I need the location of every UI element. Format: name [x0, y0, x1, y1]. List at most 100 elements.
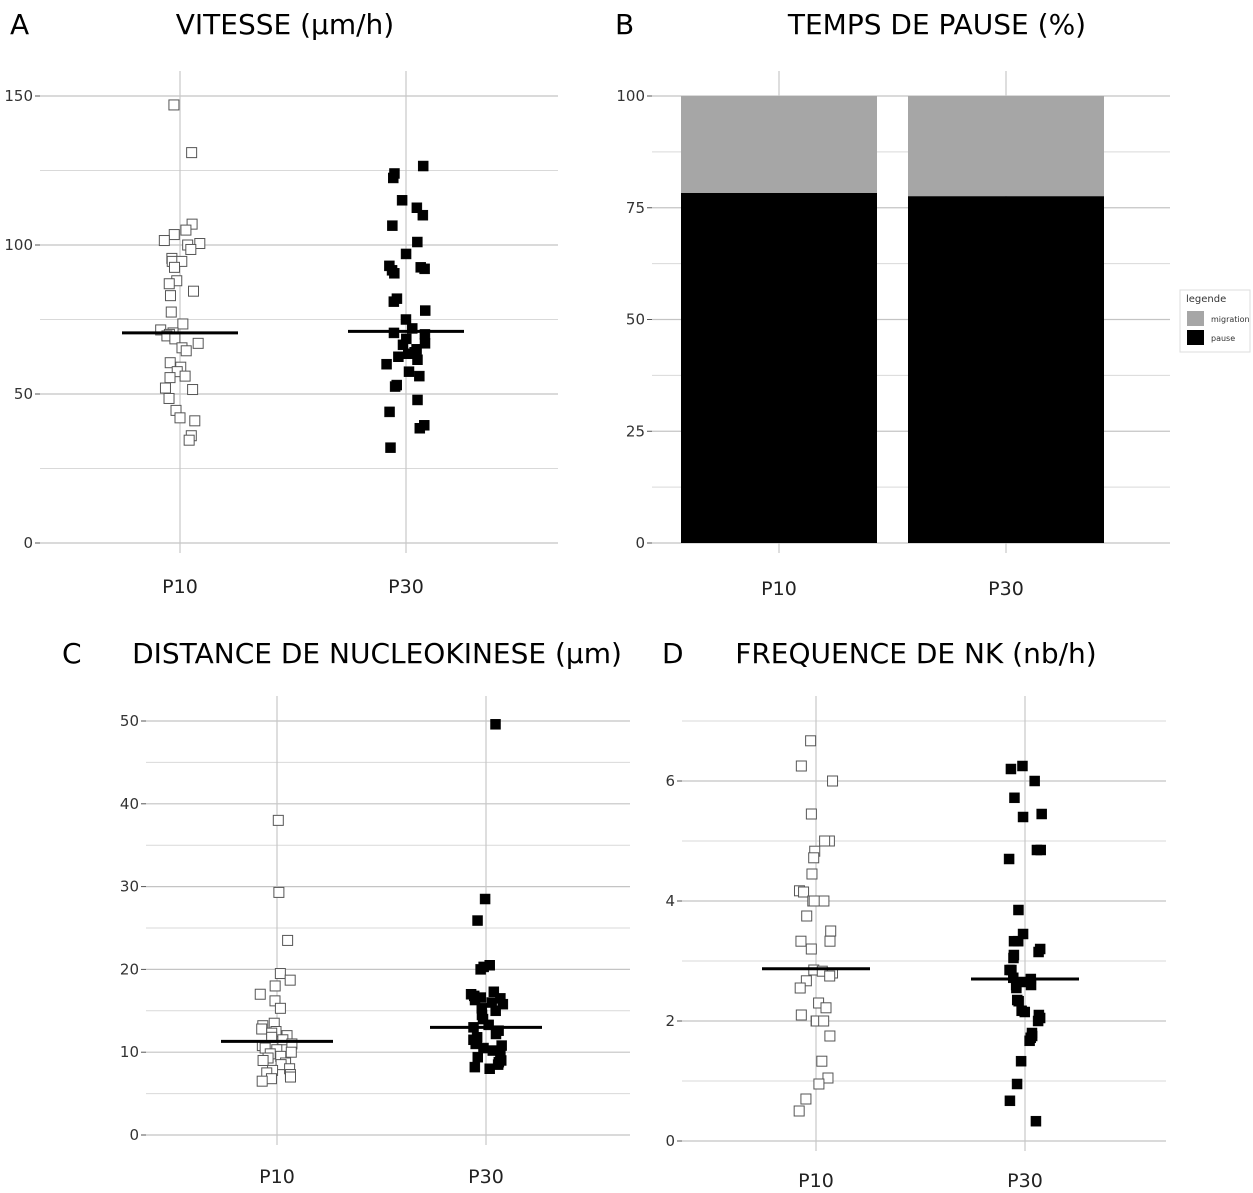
data-point-p10	[795, 1009, 807, 1021]
data-point-p30	[387, 220, 398, 231]
data-point-p10	[277, 1034, 289, 1046]
data-point-p10	[816, 1055, 828, 1067]
data-point-p10	[256, 1023, 268, 1035]
data-point-p10	[813, 1078, 825, 1090]
legend-label-migration: migration	[1211, 315, 1250, 324]
panel-letter-c: C	[62, 637, 82, 670]
data-point-p10	[180, 345, 192, 357]
y-tick-label: 100	[616, 87, 645, 105]
data-point-p10	[825, 925, 837, 937]
gridlines	[40, 71, 558, 553]
data-point-p30	[490, 719, 501, 730]
data-point-p30	[488, 986, 500, 998]
data-point-p10	[805, 735, 817, 747]
data-point-p10	[179, 370, 191, 382]
legend-swatch-migration	[1187, 311, 1204, 326]
y-tick-label: 100	[4, 236, 33, 254]
data-point-p30	[484, 1063, 495, 1075]
stacked-bars	[681, 96, 1104, 544]
data-point-p30	[490, 1005, 501, 1017]
data-point-p30	[412, 354, 423, 365]
data-point-p30	[1011, 1078, 1023, 1090]
data-point-p30	[419, 263, 430, 275]
data-point-p10	[168, 229, 180, 241]
x-tick-label: P30	[388, 576, 424, 598]
y-tick-label: 0	[635, 534, 645, 552]
data-point-p30	[400, 314, 412, 325]
legend-swatch-pause	[1187, 330, 1204, 345]
data-point-p10	[192, 337, 204, 349]
panel-letter-b: B	[615, 8, 634, 41]
y-tick-label: 20	[120, 960, 139, 978]
y-tick-label: 30	[120, 878, 139, 896]
y-tick-label: 50	[626, 311, 645, 329]
gridlines	[146, 696, 630, 1145]
panel-a-speed: A VITESSE (µm/h) 0 50 100 150 P10 P30	[4, 8, 558, 598]
data-point-p30	[414, 370, 425, 382]
data-point-p30	[1003, 853, 1015, 865]
data-point-p10	[808, 895, 820, 907]
panel-d-title: FREQUENCE DE NK (nb/h)	[735, 637, 1096, 670]
y-tick-label: 10	[120, 1043, 139, 1061]
y-tick-label: 50	[120, 712, 139, 730]
y-tick-label: 6	[665, 772, 675, 790]
data-point-p10	[269, 980, 281, 992]
data-point-p10	[285, 1046, 297, 1058]
x-axis: P10 P30	[761, 578, 1024, 600]
panel-c-title: DISTANCE DE NUCLEOKINESE (µm)	[132, 637, 622, 670]
x-tick-label: P30	[468, 1166, 504, 1188]
legend: legende migration pause	[1179, 289, 1251, 353]
legend-title: legende	[1186, 294, 1226, 305]
data-point-p30	[1015, 1055, 1027, 1067]
data-point-p30	[479, 893, 491, 905]
data-point-p30	[472, 1051, 484, 1063]
data-point-p10	[824, 1030, 836, 1042]
bar-segment-migration	[908, 96, 1104, 197]
data-point-p30	[384, 406, 395, 418]
data-point-p30	[469, 994, 481, 1006]
data-point-p10	[806, 868, 818, 880]
data-point-p10	[256, 1075, 268, 1087]
panel-b-pause-time: B TEMPS DE PAUSE (%) 0 25 50 75 100 P10 P30	[615, 8, 1170, 600]
data-point-p30	[412, 236, 423, 248]
data-point-p10	[800, 975, 812, 987]
data-point-p10	[798, 886, 810, 898]
data-point-p10	[273, 886, 285, 898]
data-point-p30	[1012, 935, 1024, 947]
data-point-p10	[795, 935, 807, 947]
data-point-p10	[194, 238, 206, 250]
bar-segment-pause	[681, 192, 877, 543]
data-point-p10	[793, 1105, 805, 1117]
data-point-p30	[497, 998, 509, 1010]
data-point-p10	[818, 895, 830, 907]
panel-a-title: VITESSE (µm/h)	[176, 8, 394, 41]
data-point-p30	[407, 323, 418, 334]
data-point-p30	[472, 915, 483, 926]
data-point-p10	[794, 982, 806, 994]
data-point-p30	[1029, 775, 1040, 787]
data-point-p30	[419, 305, 431, 316]
data-point-p30	[403, 348, 414, 360]
data-point-p30	[1025, 979, 1037, 991]
y-tick-label: 0	[129, 1126, 139, 1144]
panel-b-title: TEMPS DE PAUSE (%)	[787, 8, 1086, 41]
data-point-p30	[490, 1028, 502, 1040]
data-point-p10	[164, 372, 176, 384]
data-point-p30	[414, 423, 426, 434]
data-point-p10	[822, 1072, 834, 1084]
data-point-p10	[282, 934, 294, 946]
panel-letter-d: D	[662, 637, 684, 670]
data-point-p30	[389, 381, 401, 392]
data-point-p30	[388, 296, 400, 307]
x-tick-label: P10	[798, 1170, 834, 1189]
data-point-p30	[478, 1042, 489, 1054]
data-point-p10	[174, 412, 186, 424]
x-tick-label: P10	[259, 1166, 295, 1188]
data-point-p10	[284, 974, 296, 986]
data-point-p10	[163, 278, 175, 290]
data-point-p10	[177, 318, 189, 330]
data-point-p30	[477, 1013, 489, 1025]
data-point-p10	[158, 235, 170, 247]
data-point-p10	[183, 434, 195, 446]
